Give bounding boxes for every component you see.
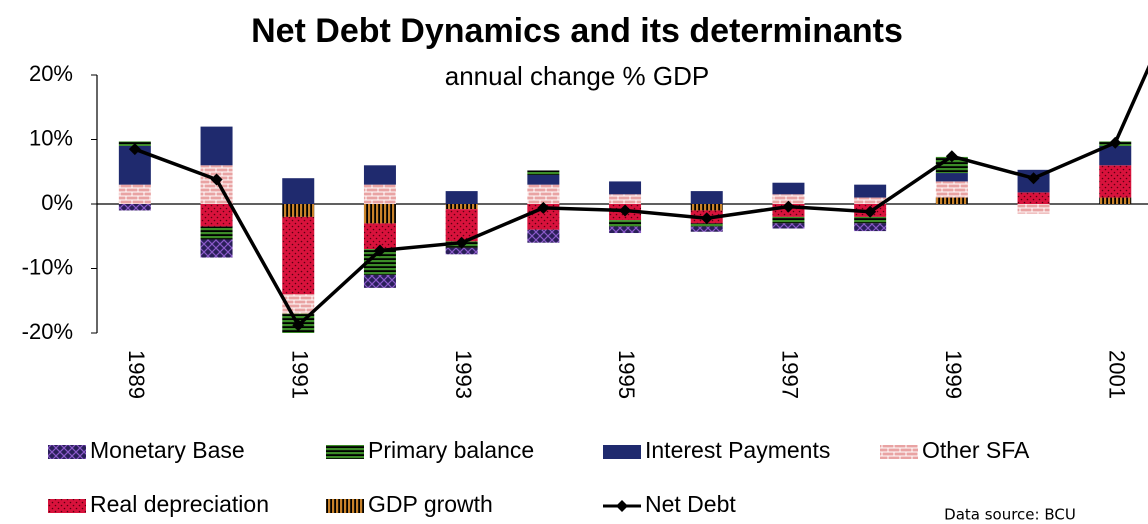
bar-segment xyxy=(690,223,723,227)
net-debt-marker xyxy=(1109,136,1122,149)
bar-segment xyxy=(282,204,315,217)
bar-segment xyxy=(935,181,968,198)
bar-segment xyxy=(527,170,560,175)
y-tick-label: 0% xyxy=(41,190,73,215)
legend-label: Monetary Base xyxy=(90,437,245,463)
bar-segment xyxy=(690,204,723,211)
bar-segment xyxy=(363,184,396,204)
bar-segment xyxy=(200,126,233,166)
bar-segment xyxy=(200,204,233,227)
bar-segment xyxy=(527,184,560,204)
chart-subtitle: annual change % GDP xyxy=(445,61,710,91)
net-debt-line xyxy=(134,64,1148,329)
legend-swatch xyxy=(326,445,364,459)
x-tick-label: 1997 xyxy=(778,350,803,399)
x-tick-label: 1993 xyxy=(451,350,476,399)
legend-swatch xyxy=(48,499,86,513)
bar-segment xyxy=(935,197,968,204)
bar-segment xyxy=(118,204,151,211)
x-tick-label: 1995 xyxy=(614,350,639,399)
bar-segment xyxy=(772,216,805,224)
legend-swatch xyxy=(48,445,86,459)
bar-segment xyxy=(690,191,723,204)
bar-segment xyxy=(363,204,396,224)
legend-swatch xyxy=(326,499,364,513)
bar-segment xyxy=(445,209,478,242)
bar-segment xyxy=(445,247,478,255)
bar-segment xyxy=(772,194,805,204)
bar-segment xyxy=(854,216,887,224)
bar-segment xyxy=(445,204,478,210)
bar-segment xyxy=(200,239,233,258)
net-debt-marker xyxy=(537,201,550,214)
x-tick-label: 1989 xyxy=(124,350,149,399)
bar-segment xyxy=(363,165,396,185)
bar-segment xyxy=(854,184,887,198)
bar-segment xyxy=(609,194,642,204)
bar-segment xyxy=(1099,165,1132,198)
y-tick-label: -10% xyxy=(22,254,73,279)
legend-swatch xyxy=(880,445,918,459)
net-debt-marker xyxy=(945,150,958,163)
legend-marker xyxy=(616,500,628,512)
net-debt-marker xyxy=(128,143,141,156)
legend-label: Real depreciation xyxy=(90,491,269,517)
bar-segment xyxy=(772,182,805,195)
legend-swatch xyxy=(603,445,641,459)
net-debt-marker xyxy=(782,200,795,213)
net-debt-marker xyxy=(1027,172,1040,185)
bar-segment xyxy=(1017,192,1050,204)
source-note: Data source: BCU xyxy=(944,506,1076,524)
bar-segment xyxy=(854,197,887,204)
legend-label: GDP growth xyxy=(368,491,493,517)
bar-segment xyxy=(1099,197,1132,204)
x-tick-label: 1999 xyxy=(941,350,966,399)
bar-segment xyxy=(609,220,642,227)
bar-segment xyxy=(282,216,315,295)
bar-segment xyxy=(445,191,478,204)
bar-segment xyxy=(118,184,151,204)
bar-segment xyxy=(935,173,968,182)
bar-segment xyxy=(1099,145,1132,166)
net-debt-marker xyxy=(864,205,877,218)
bar-segment xyxy=(609,226,642,234)
bar-segment xyxy=(854,223,887,232)
legend-label: Interest Payments xyxy=(645,437,830,463)
bar-segment xyxy=(1017,204,1050,214)
x-tick-label: 1991 xyxy=(287,350,312,399)
net-debt-marker xyxy=(210,173,223,186)
bar-segment xyxy=(527,229,560,243)
bar-segment xyxy=(527,174,560,185)
net-debt-marker xyxy=(700,212,713,225)
bar-segment xyxy=(200,226,233,240)
net-debt-marker xyxy=(292,319,305,332)
chart-title: Net Debt Dynamics and its determinants xyxy=(251,12,903,50)
x-tick-label: 2001 xyxy=(1104,350,1129,399)
bar-segment xyxy=(282,178,315,204)
bar-segment xyxy=(363,274,396,288)
net-debt-marker xyxy=(373,244,386,257)
net-debt-marker xyxy=(455,236,468,249)
legend-label: Net Debt xyxy=(645,491,736,517)
y-tick-label: 10% xyxy=(29,125,73,150)
y-tick-label: -20% xyxy=(22,319,73,344)
bar-segment xyxy=(690,226,723,232)
legend-label: Other SFA xyxy=(922,437,1030,463)
bar-segment xyxy=(609,181,642,195)
y-tick-label: 20% xyxy=(29,61,73,86)
bar-segment xyxy=(772,223,805,229)
legend-label: Primary balance xyxy=(368,437,534,463)
net-debt-marker xyxy=(619,204,632,217)
